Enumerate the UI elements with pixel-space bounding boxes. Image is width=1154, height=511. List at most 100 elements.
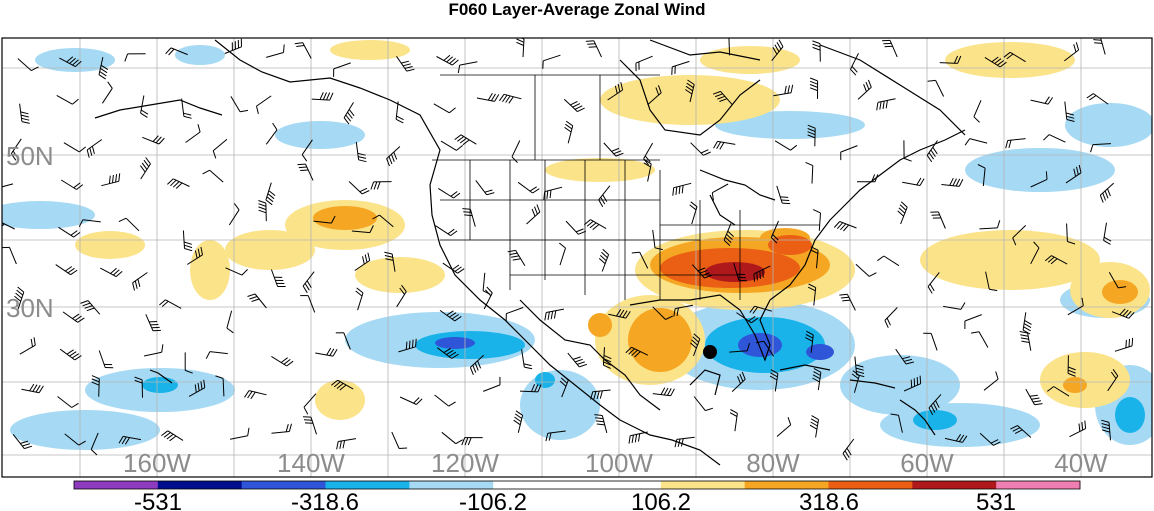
wind-barb [1114,337,1134,352]
wind-barb [607,82,624,101]
wind-barb [161,430,184,442]
wind-barb [1044,255,1068,265]
colorbar-label: 106.2 [631,489,691,511]
wind-barb [21,383,44,394]
colorbar-swatch [828,481,913,489]
wind-barb [165,47,188,56]
wind-barb [140,95,149,118]
colorbar-swatch [74,481,159,489]
wind-barb [652,387,675,397]
wind-barb [693,396,714,412]
wind-barb [927,272,940,294]
wind-barb [311,92,334,101]
wind-barb [132,272,148,291]
wind-barb [598,248,610,272]
wind-barb [628,431,648,444]
wind-barb [1067,297,1084,316]
wind-barb [225,267,248,276]
wind-barb [964,138,988,146]
wind-barb [313,215,336,224]
wind-barb [142,135,165,145]
wind-barb [769,369,779,392]
wind-barb [1086,93,1109,105]
shade-region [520,370,600,440]
wind-barb [590,389,611,400]
wind-barb [1030,241,1040,265]
wind-barb [184,352,193,374]
wind-barb [602,347,612,369]
wind-barb [271,355,294,367]
wind-barb [1019,331,1032,351]
shade-region [705,262,765,282]
wind-barb [398,338,417,353]
wind-barb [469,354,485,375]
wind-barb [652,229,663,251]
wind-barb [228,203,240,226]
wind-barb [516,38,525,58]
wind-barb [215,375,225,397]
wind-barb [2,183,14,188]
wind-barb [812,40,821,62]
wind-barb [521,349,533,370]
colorbar-swatch [996,481,1081,489]
wind-barb [1025,388,1043,406]
wind-barb [890,413,903,433]
wind-barb [674,436,695,448]
wind-barb [229,427,250,440]
wind-barb [543,186,563,200]
shade-region [715,111,865,139]
wind-barb [270,269,286,287]
wind-barb [483,286,493,310]
wind-barb [58,226,81,238]
wind-barb [343,102,355,125]
wind-barb [770,220,779,244]
wind-barb [1030,96,1054,105]
wind-barb [124,53,146,62]
wind-barb [438,187,461,199]
wind-barb [143,344,164,357]
wind-barb [19,103,30,124]
wind-barb [483,376,501,392]
colorbar-label: -531 [134,489,182,511]
wind-barb [1099,182,1115,203]
wind-barb [91,375,100,397]
wind-barb [1030,171,1048,188]
colorbar [74,481,1081,489]
wind-barb [985,271,998,292]
wind-barb [876,98,896,111]
wind-barb [711,183,729,201]
wind-barb [348,181,370,195]
wind-barb [805,161,814,184]
wind-barb [631,251,649,269]
plot-border [1,37,1153,478]
wind-barb [436,54,459,66]
wind-barb [1101,419,1111,441]
wind-barb [1064,101,1075,122]
wind-barb [60,179,84,190]
shade-region [75,231,145,259]
wind-barb [979,432,1001,446]
wind-barb [300,295,316,313]
wind-barb [941,177,964,187]
wind-barb [1103,222,1112,245]
wind-barb [753,265,771,282]
shade-region [275,121,365,149]
wind-barb [855,263,877,277]
shade-region [806,344,834,360]
wind-barb [558,242,566,266]
lon-label-100w: 100W [585,448,653,478]
wind-barb [984,56,1007,68]
wind-barb [118,217,140,232]
wind-barb [608,309,631,319]
wind-barb [773,84,794,97]
wind-barb [1046,386,1070,397]
colorbar-swatch [409,481,494,489]
wind-barb [979,220,1001,230]
wind-barb [563,98,585,113]
wind-barb [507,249,526,267]
wind-barb [603,142,624,157]
wind-barb [839,293,856,311]
wind-barb [440,140,464,151]
wind-barb [517,181,540,194]
wind-barb [712,90,733,106]
